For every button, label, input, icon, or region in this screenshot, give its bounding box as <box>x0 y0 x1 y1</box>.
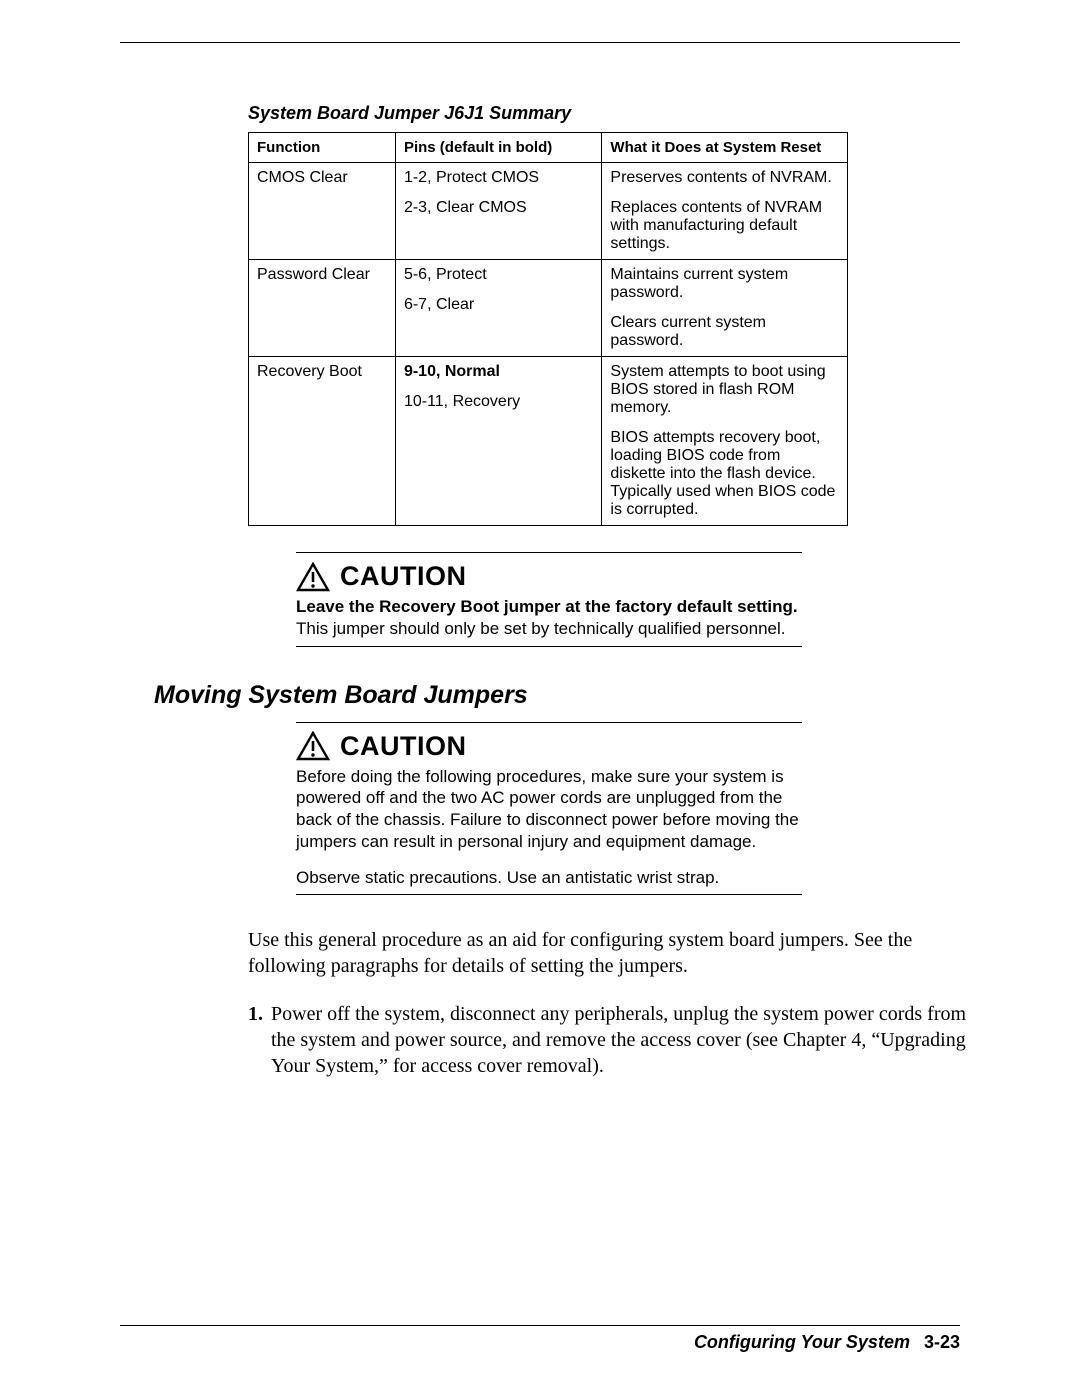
cell-desc: System attempts to boot using BIOS store… <box>602 357 848 526</box>
cell-function: Password Clear <box>249 260 396 357</box>
cell-desc: Preserves contents of NVRAM. Replaces con… <box>602 163 848 260</box>
header-desc: What it Does at System Reset <box>602 133 848 163</box>
document-page: System Board Jumper J6J1 Summary Functio… <box>0 0 1080 1397</box>
desc-text: Replaces contents of NVRAM with manufact… <box>610 199 839 253</box>
pin-setting: 1-2, Protect CMOS <box>404 169 593 187</box>
caution2-bottom-rule <box>296 894 802 895</box>
pin-setting: 6-7, Clear <box>404 296 593 314</box>
cell-pins: 5-6, Protect 6-7, Clear <box>395 260 601 357</box>
warning-triangle-icon <box>296 731 330 761</box>
footer-chapter: Configuring Your System <box>694 1332 910 1352</box>
caution-box-1: CAUTION Leave the Recovery Boot jumper a… <box>296 552 802 647</box>
steps-list: 1. Power off the system, disconnect any … <box>248 1001 968 1079</box>
desc-text: Clears current system password. <box>610 314 839 350</box>
cell-desc: Maintains current system password. Clears… <box>602 260 848 357</box>
caution2-para2: Observe static precautions. Use an antis… <box>296 867 802 889</box>
caution2-heading: CAUTION <box>296 731 802 762</box>
caution-bold-text: Leave the Recovery Boot jumper at the fa… <box>296 597 798 616</box>
table-row: CMOS Clear 1-2, Protect CMOS 2-3, Clear CM… <box>249 163 848 260</box>
pin-setting: 10-11, Recovery <box>404 393 593 411</box>
caution-heading: CAUTION <box>296 561 802 592</box>
header-pins: Pins (default in bold) <box>395 133 601 163</box>
page-footer: Configuring Your System 3-23 <box>120 1325 960 1353</box>
intro-paragraph: Use this general procedure as an aid for… <box>248 927 968 979</box>
section-heading: Moving System Board Jumpers <box>154 681 960 710</box>
desc-text: BIOS attempts recovery boot, loading BIO… <box>610 429 839 519</box>
pin-setting: 5-6, Protect <box>404 266 593 284</box>
pin-setting: 2-3, Clear CMOS <box>404 199 593 217</box>
caution2-para1: Before doing the following procedures, m… <box>296 766 802 853</box>
cell-pins: 9-10, Normal 10-11, Recovery <box>395 357 601 526</box>
table-header-row: Function Pins (default in bold) What it … <box>249 133 848 163</box>
cell-function: Recovery Boot <box>249 357 396 526</box>
step-text: Power off the system, disconnect any per… <box>271 1001 968 1079</box>
header-function: Function <box>249 133 396 163</box>
caution2-top-rule <box>296 722 802 723</box>
table-row: Recovery Boot 9-10, Normal 10-11, Recovery… <box>249 357 848 526</box>
desc-text: System attempts to boot using BIOS store… <box>610 363 839 417</box>
jumper-summary-table: Function Pins (default in bold) What it … <box>248 132 848 526</box>
cell-function: CMOS Clear <box>249 163 396 260</box>
table-row: Password Clear 5-6, Protect 6-7, Clear Main… <box>249 260 848 357</box>
caution-bottom-rule <box>296 646 802 647</box>
step-item: 1. Power off the system, disconnect any … <box>248 1001 968 1079</box>
warning-triangle-icon <box>296 562 330 592</box>
pin-setting: 9-10, Normal <box>404 363 593 381</box>
caution2-label: CAUTION <box>340 731 467 762</box>
top-divider <box>120 42 960 43</box>
footer-page-number: 3-23 <box>924 1332 960 1352</box>
table-title: System Board Jumper J6J1 Summary <box>120 103 960 124</box>
desc-text: Maintains current system password. <box>610 266 839 302</box>
caution-rest-text: This jumper should only be set by techni… <box>296 619 786 638</box>
cell-pins: 1-2, Protect CMOS 2-3, Clear CMOS <box>395 163 601 260</box>
caution-body: Leave the Recovery Boot jumper at the fa… <box>296 596 802 640</box>
caution-top-rule <box>296 552 802 553</box>
footer-divider <box>120 1325 960 1326</box>
caution-label: CAUTION <box>340 561 467 592</box>
step-number: 1. <box>248 1001 263 1079</box>
desc-text: Preserves contents of NVRAM. <box>610 169 839 187</box>
footer-text: Configuring Your System 3-23 <box>120 1332 960 1353</box>
caution-box-2: CAUTION Before doing the following proce… <box>296 722 802 896</box>
